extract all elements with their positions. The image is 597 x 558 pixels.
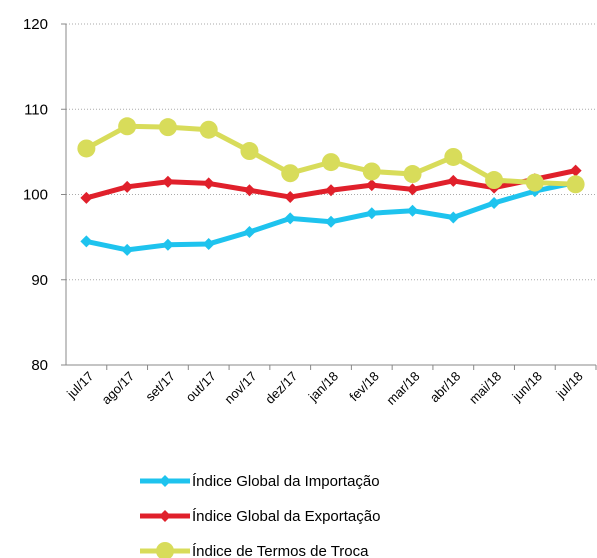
x-tick-label: jul/17 (63, 369, 96, 402)
x-tick-label: nov/17 (221, 369, 259, 407)
data-point (406, 183, 419, 196)
legend-marker (159, 475, 171, 487)
y-tick-label: 80 (31, 357, 48, 374)
legend-label: Índice Global da Importação (192, 473, 380, 490)
data-point (158, 118, 177, 137)
x-tick-label: jul/18 (552, 369, 585, 402)
y-tick-label: 110 (24, 101, 48, 118)
legend-entry: Índice de Termos de Troca (140, 542, 369, 558)
x-tick-label: set/17 (142, 369, 178, 405)
data-point (243, 226, 256, 239)
data-point (365, 179, 378, 192)
x-tick-label: fev/18 (346, 369, 382, 405)
legend-entry: Índice Global da Importação (140, 473, 380, 490)
data-point (202, 237, 215, 250)
data-point (240, 142, 259, 161)
legend-label: Índice Global da Exportação (192, 508, 380, 525)
data-point (284, 212, 297, 225)
legend-marker (159, 510, 171, 522)
data-point (322, 153, 340, 172)
x-tick-label: mai/18 (466, 369, 504, 407)
data-point (325, 215, 337, 228)
data-point (121, 243, 134, 256)
x-tick-label: jun/18 (509, 369, 545, 405)
data-point (362, 162, 381, 181)
x-tick-label: out/17 (183, 369, 219, 405)
data-point (121, 180, 134, 193)
x-tick-label: jan/18 (305, 369, 341, 405)
data-point (80, 235, 93, 248)
data-point (281, 164, 300, 183)
data-point (161, 238, 174, 251)
data-point (403, 165, 422, 184)
data-point (406, 204, 419, 217)
data-point (80, 191, 93, 204)
data-point (447, 211, 460, 224)
data-point (284, 191, 297, 204)
x-tick-label: mar/18 (383, 369, 422, 408)
data-point (325, 184, 337, 197)
y-tick-label: 120 (23, 16, 48, 33)
y-tick-label: 90 (31, 272, 48, 289)
data-point (243, 184, 256, 197)
data-point (161, 175, 174, 188)
y-tick-label: 100 (23, 187, 48, 204)
data-point (569, 164, 582, 177)
data-point (488, 197, 501, 210)
data-point (199, 120, 218, 139)
data-point (566, 175, 585, 194)
legend-label: Índice de Termos de Troca (192, 543, 369, 558)
x-tick-label: dez/17 (262, 369, 300, 407)
x-tick-label: abr/18 (427, 369, 464, 406)
legend-entry: Índice Global da Exportação (140, 508, 380, 525)
x-tick-label: ago/17 (99, 369, 138, 408)
data-point (365, 207, 378, 220)
data-point (485, 171, 504, 190)
data-point (444, 147, 463, 166)
data-point (447, 174, 460, 187)
data-point (77, 139, 96, 158)
legend-marker (156, 542, 174, 558)
data-point (525, 173, 544, 192)
data-point (118, 117, 137, 136)
data-point (202, 177, 215, 190)
